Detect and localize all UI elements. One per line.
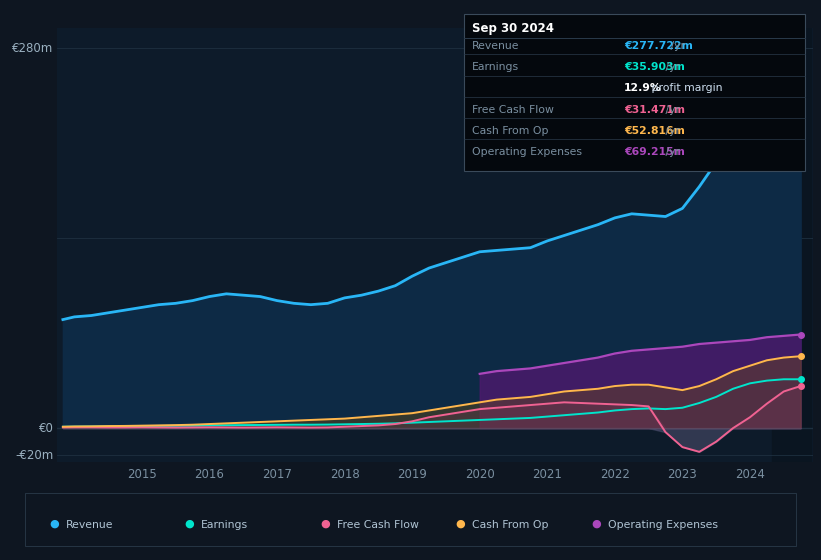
Text: €35.903m: €35.903m (624, 62, 685, 72)
Text: /yr: /yr (662, 62, 680, 72)
Text: ●: ● (49, 519, 59, 529)
Text: 12.9%: 12.9% (624, 83, 662, 94)
Text: €280m: €280m (12, 42, 53, 55)
Text: €69.215m: €69.215m (624, 147, 685, 157)
Text: Earnings: Earnings (472, 62, 519, 72)
Text: /yr: /yr (662, 105, 680, 115)
Text: Revenue: Revenue (472, 41, 520, 51)
Text: Cash From Op: Cash From Op (472, 126, 548, 136)
Text: ●: ● (185, 519, 195, 529)
Text: -€20m: -€20m (16, 449, 53, 461)
Bar (773, 28, 811, 462)
Text: ●: ● (591, 519, 601, 529)
Text: ●: ● (456, 519, 466, 529)
Text: Free Cash Flow: Free Cash Flow (337, 520, 419, 530)
Text: ●: ● (320, 519, 330, 529)
Text: €31.471m: €31.471m (624, 105, 685, 115)
Text: Revenue: Revenue (66, 520, 113, 530)
Text: /yr: /yr (662, 147, 680, 157)
Text: Operating Expenses: Operating Expenses (472, 147, 582, 157)
Text: Sep 30 2024: Sep 30 2024 (472, 22, 554, 35)
Text: Earnings: Earnings (201, 520, 248, 530)
Text: /yr: /yr (667, 41, 685, 51)
Text: Free Cash Flow: Free Cash Flow (472, 105, 554, 115)
Text: /yr: /yr (662, 126, 680, 136)
Text: €52.816m: €52.816m (624, 126, 685, 136)
Text: Operating Expenses: Operating Expenses (608, 520, 718, 530)
Text: profit margin: profit margin (648, 83, 722, 94)
Text: €0: €0 (39, 422, 53, 435)
Text: €277.722m: €277.722m (624, 41, 693, 51)
Text: Cash From Op: Cash From Op (472, 520, 548, 530)
